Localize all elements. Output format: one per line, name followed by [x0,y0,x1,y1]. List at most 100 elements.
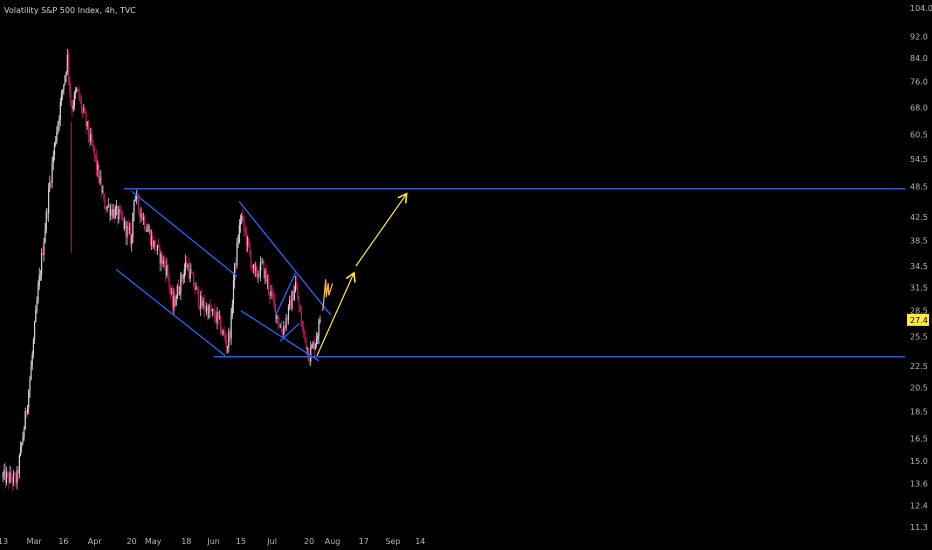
candle-body [8,473,10,483]
wedge_bottom-line [240,310,320,362]
x-tick-label: 17 [359,537,369,546]
candle-body [214,310,216,318]
candle-body [48,189,50,214]
candle-body [142,217,144,220]
candle-body [107,205,109,207]
candle-body [2,474,4,477]
candle-body [228,331,230,347]
candle-body [278,323,280,327]
candle-body [29,380,31,391]
y-tick-label: 84.0 [910,54,928,63]
candle-body [170,291,173,293]
candle-body [96,156,98,170]
candle-body [93,146,95,155]
candle-body [23,429,25,438]
candle-body [234,262,236,281]
candle-body [237,242,239,243]
candle-body [186,261,188,267]
candle-body [311,346,313,349]
y-tick-label: 13.6 [910,480,928,489]
candle-body [179,292,181,294]
candle-body [290,299,292,309]
y-tick-label: 28.5 [910,307,928,316]
candle-body [18,455,20,474]
candle-body [83,108,85,110]
x-axis[interactable]: 13 Mar 16 Apr 20 May 18 Jun 15 Jul 20 Aug 17 Sep 14 [0,537,425,546]
candle-body [97,164,99,170]
y-tick-label: 18.5 [910,408,928,417]
y-axis[interactable]: 104.0 92.0 84.0 76.0 68.0 60.5 54.5 48.5 42.5 38.… [910,4,932,532]
candle-body [172,291,174,308]
candle-body [101,191,104,193]
candle-body [119,209,121,211]
candle-body [305,337,307,350]
candle-body [17,469,19,474]
candle-body [251,267,253,269]
candle-body [78,89,80,99]
candle-body [99,176,101,183]
candle-body [315,338,318,344]
candle-body [134,199,136,202]
candle-body [317,336,319,339]
candle-body [220,316,222,334]
candle-body [297,288,299,301]
candle-body [103,191,105,195]
candle-body [223,330,225,336]
candle-body [106,206,108,210]
candle-body [204,309,207,311]
candle-body [190,269,192,274]
candle-body [319,319,321,322]
candle-body [248,237,250,246]
candle-body [266,279,269,282]
candle-body [296,282,298,289]
last-price-label: 27.4 [910,316,928,325]
x-tick-label: 20 [304,537,314,546]
candle-body [80,99,82,110]
candle-body [9,472,11,483]
candle-body [141,214,143,220]
candle-body [76,88,78,92]
candle-body [156,245,159,251]
candle-body [143,217,146,229]
candle-body [100,176,102,192]
x-tick-label: Apr [88,537,103,546]
candle-body [203,301,205,310]
candle-body [263,261,265,279]
candle-body [28,390,30,408]
candle-body [273,299,276,305]
candle-body [94,154,97,157]
candle-body [300,311,302,326]
candle-body [221,333,223,335]
candle-body [180,273,182,293]
candle-body [108,205,111,216]
candle-body [4,469,6,483]
candle-body [149,230,152,245]
candle-body [115,206,118,209]
x-tick-label: Mar [27,537,43,546]
candle-body [245,231,247,246]
candle-body [72,105,74,110]
candle-body [41,253,43,275]
candle-body [125,220,127,238]
channel_bottom-line [115,268,226,357]
candle-body [7,472,9,474]
x-tick-label: 13 [0,537,8,546]
candle-body [91,134,93,144]
candle-body [269,291,271,296]
candle-body [73,93,75,106]
candle-body [289,299,291,306]
candle-body [259,262,261,277]
candle-body [224,335,226,342]
y-tick-label: 34.5 [910,262,928,271]
candle-body [218,316,221,318]
candle-body [32,339,35,355]
candle-body [168,277,170,288]
candle-body [291,290,293,309]
candle-body [271,291,273,293]
candle-body [195,286,197,290]
candle-body [217,312,219,318]
candle-body [133,201,135,213]
candle-body [198,305,201,309]
candle-body [173,296,175,308]
